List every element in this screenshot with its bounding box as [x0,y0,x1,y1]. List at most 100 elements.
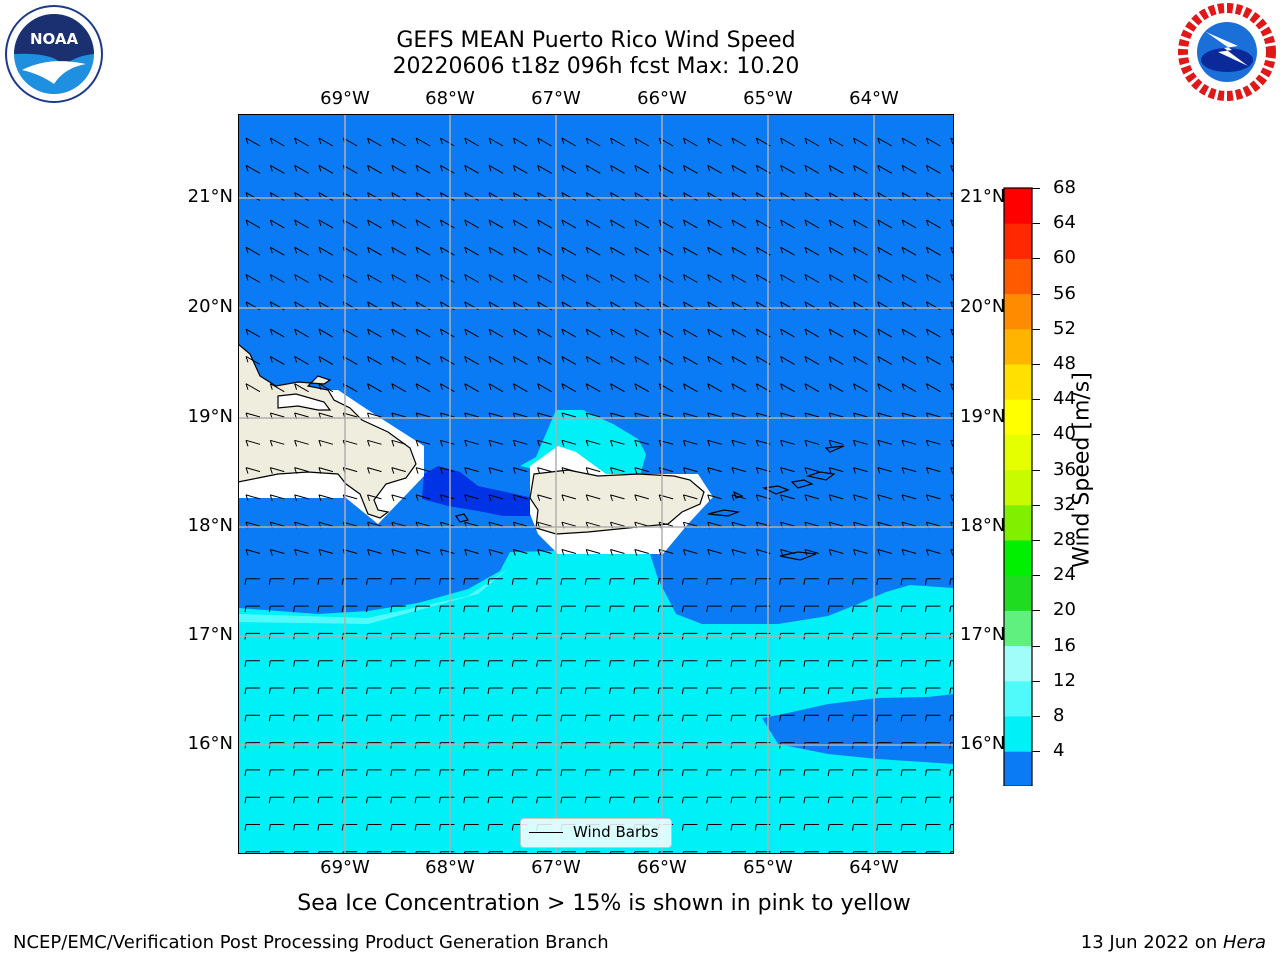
wind-barb [633,687,649,695]
wind-barb [439,383,455,393]
wind-barb [537,494,552,502]
wind-barb [731,137,747,147]
wind-barb [560,714,576,722]
wind-barb [828,439,844,447]
wind-barb [803,578,819,585]
wind-speed-map [237,114,965,886]
wind-barb [463,578,479,585]
lat-tick-right: 16°N [960,733,1006,754]
wind-barb [730,687,746,695]
wind-barb [610,439,625,447]
wind-barb [537,219,552,229]
wind-barb [853,328,868,338]
wind-barb [681,714,698,722]
wind-barb [804,246,820,256]
wind-barb [244,824,260,831]
wind-barb [877,355,893,365]
wind-barb [682,274,698,283]
wind-barb [877,274,893,283]
colorbar-tick-label: 8 [1053,705,1065,726]
wind-barb [584,714,601,722]
wind-barb [488,328,504,338]
wind-barb [876,796,892,804]
lon-tick-top: 68°W [425,88,475,109]
wind-barb [293,769,309,776]
wind-barb [390,714,406,722]
wind-barb [245,246,261,256]
wind-barb [561,164,577,174]
wind-barb [804,383,820,393]
wind-barb [610,494,625,502]
colorbar-segment [1004,364,1032,400]
colorbar-tick-mark [1032,716,1040,717]
wind-barb [609,578,625,585]
wind-barb [900,578,917,585]
wind-barb [439,549,455,556]
wind-barb [414,605,431,613]
wind-barb [804,164,820,174]
colorbar-tick-label: 44 [1053,388,1076,410]
wind-barb [536,660,552,667]
wind-barb [634,439,649,447]
wind-barb [681,796,698,804]
wind-barb [294,164,309,174]
legend-label: Wind Barbs [573,823,659,841]
wind-barb [900,796,917,804]
wind-barb [537,164,552,174]
wind-barb [609,605,625,613]
wind-barb [511,769,528,776]
colorbar-tick-mark [1032,434,1040,436]
colorbar-tick-label: 36 [1053,458,1076,480]
wind-barb [537,549,552,556]
wind-barb [464,355,479,365]
wind-barb [318,494,334,502]
wind-barb [707,439,722,447]
wind-barb [439,494,455,502]
lat-tick-right: 21°N [960,186,1006,207]
lon-tick-top: 67°W [531,88,581,109]
wind-barb [780,467,795,474]
wind-barb [245,439,261,447]
wind-barb [294,494,309,502]
wind-barb [634,137,650,147]
wind-barb [293,824,309,831]
wind-barb [294,439,309,447]
wind-barb [269,549,285,556]
colorbar-tick-mark [1032,328,1040,330]
wind-barb [268,769,285,776]
wind-barb [900,714,917,722]
wind-barb [245,467,261,474]
wind-barb [682,549,698,556]
wind-barb [584,578,601,585]
wind-barb [561,246,577,256]
wind-barb [609,769,625,776]
wind-barb [561,274,577,283]
wind-barb [269,355,285,365]
wind-barb [803,769,819,776]
wind-barb [731,164,747,174]
wind-barb [901,494,917,502]
wind-barb [925,219,941,229]
colorbar-segment [1004,645,1032,682]
wind-barb [584,769,601,776]
wind-barb [488,549,504,556]
wind-barb [414,714,431,722]
wind-barb [438,578,455,585]
wind-barb [561,439,577,447]
wind-barb [317,796,333,804]
colorbar-tick-label: 60 [1053,247,1076,269]
colorbar-segment [1004,504,1032,541]
colorbar-segment [1004,469,1032,506]
wind-barb [561,137,577,147]
wind-barb [707,328,722,338]
wind-barb [731,494,747,502]
wind-barb [706,578,722,585]
wind-barb [731,383,747,393]
wind-barb [877,383,893,393]
wind-barb [560,687,576,695]
wind-barb [488,355,504,365]
wind-barb [487,714,503,722]
wind-barb [706,824,722,831]
wind-barb [681,824,698,831]
wind-barb [925,467,941,474]
